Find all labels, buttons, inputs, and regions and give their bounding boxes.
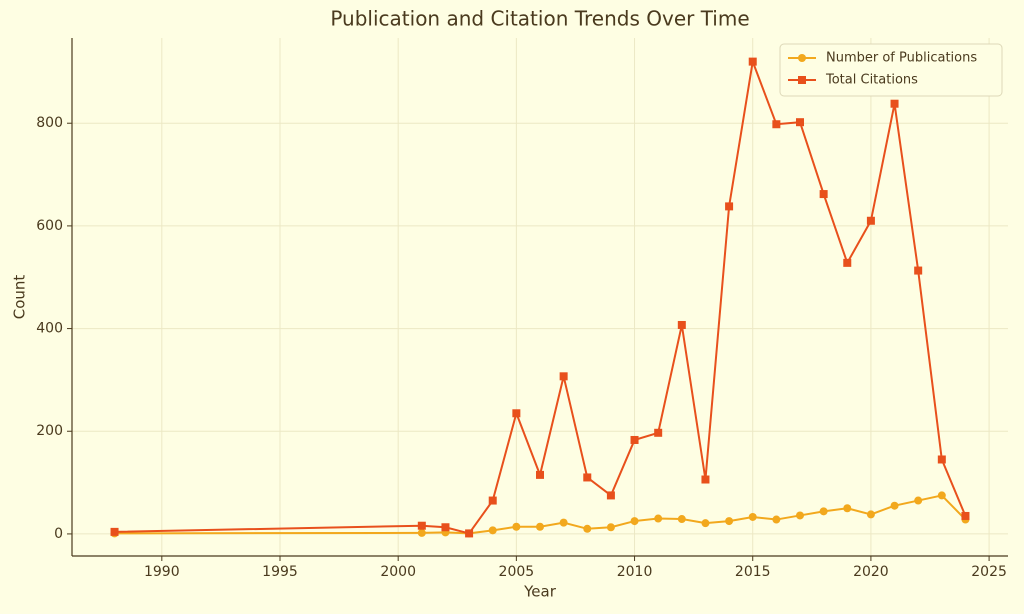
- data-point: [465, 529, 474, 538]
- data-point: [772, 120, 781, 129]
- data-point: [512, 409, 521, 418]
- data-point: [843, 504, 852, 513]
- legend-label: Number of Publications: [826, 51, 977, 66]
- data-point: [536, 470, 544, 479]
- data-point: [772, 515, 781, 524]
- data-point: [701, 475, 710, 484]
- y-tick-label: 600: [36, 218, 63, 234]
- data-point: [748, 57, 757, 66]
- data-point: [677, 320, 686, 329]
- data-point: [583, 473, 592, 482]
- x-tick-label: 2000: [380, 564, 416, 580]
- data-point: [536, 522, 544, 531]
- x-axis-label: Year: [523, 583, 557, 601]
- x-tick-label: 2005: [499, 564, 535, 580]
- x-tick-label: 1990: [144, 564, 180, 580]
- chart-title: Publication and Citation Trends Over Tim…: [330, 7, 749, 31]
- data-point: [796, 118, 804, 127]
- data-point: [606, 491, 615, 500]
- data-point: [654, 514, 663, 523]
- data-point: [110, 527, 119, 536]
- legend-label: Total Citations: [825, 73, 918, 88]
- data-point: [843, 258, 852, 267]
- data-point: [914, 496, 923, 505]
- data-point: [866, 510, 875, 519]
- data-point: [725, 517, 734, 526]
- x-tick-label: 2015: [735, 564, 771, 580]
- data-point: [417, 528, 426, 537]
- data-point: [701, 519, 710, 528]
- x-tick-label: 2025: [971, 564, 1007, 580]
- data-point: [654, 428, 663, 437]
- data-point: [819, 507, 828, 516]
- legend-box: [779, 43, 1003, 97]
- data-point: [488, 496, 497, 505]
- legend-marker: [798, 76, 806, 84]
- y-tick-label: 200: [36, 423, 63, 439]
- data-point: [583, 524, 592, 533]
- data-point: [796, 511, 804, 520]
- data-point: [819, 190, 828, 199]
- x-tick-label: 2020: [853, 564, 889, 580]
- data-point: [890, 99, 899, 108]
- data-point: [441, 523, 450, 532]
- data-point: [890, 501, 899, 510]
- data-point: [630, 517, 639, 526]
- x-tick-label: 2010: [617, 564, 653, 580]
- data-point: [937, 455, 946, 464]
- data-point: [961, 511, 970, 520]
- data-point: [606, 523, 615, 532]
- data-point: [630, 435, 639, 444]
- data-point: [512, 522, 521, 531]
- data-point: [417, 521, 426, 530]
- data-point: [725, 202, 734, 211]
- y-tick-label: 800: [36, 115, 63, 131]
- data-point: [488, 526, 497, 535]
- data-point: [748, 512, 757, 521]
- x-tick-label: 1995: [262, 564, 298, 580]
- y-tick-label: 400: [36, 321, 63, 337]
- data-point: [677, 515, 686, 524]
- data-point: [559, 518, 568, 527]
- y-axis-label: Count: [11, 275, 29, 320]
- data-point: [914, 266, 923, 275]
- series-line: [114, 57, 967, 535]
- data-point: [559, 372, 568, 381]
- data-point: [937, 491, 946, 500]
- y-tick-label: 0: [54, 526, 63, 542]
- data-point: [866, 216, 875, 225]
- legend-marker: [798, 54, 806, 62]
